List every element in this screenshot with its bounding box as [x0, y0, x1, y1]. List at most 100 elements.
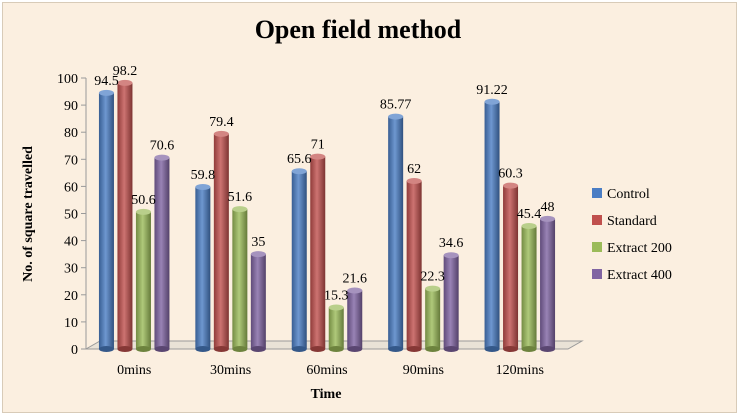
bar-top [406, 177, 422, 184]
bar-top [540, 215, 556, 222]
bar-top [503, 182, 519, 189]
data-label: 91.22 [476, 83, 508, 98]
bar-base [195, 346, 211, 352]
bar-top [135, 208, 151, 215]
bar-body [291, 171, 307, 349]
y-tick-label: 40 [64, 235, 78, 250]
bar-base [540, 346, 556, 352]
legend-label: Control [607, 187, 650, 202]
y-tick-label: 60 [64, 180, 78, 195]
bar-body [98, 92, 114, 349]
bar-base [347, 346, 363, 352]
x-tick-label: 90mins [403, 363, 444, 378]
data-label: 65.6 [287, 152, 312, 167]
data-label: 59.8 [191, 168, 216, 183]
bar-extract-400-30mins [250, 251, 266, 352]
bar-base [154, 346, 170, 352]
bar-extract-400-60mins [347, 287, 363, 352]
bar-standard-60mins [310, 153, 326, 352]
data-label: 48 [541, 200, 555, 215]
x-axis-label: Time [311, 387, 342, 402]
bar-base [425, 346, 441, 352]
x-tick-label: 60mins [306, 363, 347, 378]
bar-base [388, 346, 404, 352]
bar-body [135, 211, 151, 349]
legend-swatch [592, 215, 602, 225]
bar-body [347, 290, 363, 349]
bar-top [98, 89, 114, 96]
bar-body [406, 180, 422, 349]
legend-item-standard: Standard [592, 214, 657, 229]
bar-base [98, 346, 114, 352]
bar-top [291, 168, 307, 175]
data-label: 94.5 [94, 74, 119, 89]
bar-body [154, 157, 170, 349]
bar-top [232, 206, 248, 213]
bar-control-0mins [98, 89, 114, 352]
bar-body [117, 82, 133, 350]
bar-base [484, 346, 500, 352]
bar-standard-120mins [503, 182, 519, 352]
bar-control-60mins [291, 168, 307, 352]
y-axis-label: No. of square travelled [21, 146, 36, 282]
y-tick-label: 100 [57, 72, 78, 87]
y-tick-label: 80 [64, 126, 78, 141]
data-label: 60.3 [498, 167, 523, 182]
bars-layer [98, 79, 556, 352]
legend-item-extract-400: Extract 400 [592, 268, 672, 283]
bar-body [425, 288, 441, 349]
y-tick-label: 70 [64, 153, 78, 168]
bar-top [250, 251, 266, 258]
data-label: 34.6 [439, 236, 464, 251]
y-tick-label: 30 [64, 262, 78, 277]
bar-top [443, 252, 459, 259]
data-label: 22.3 [420, 270, 445, 285]
bar-extract-400-0mins [154, 154, 170, 352]
bar-top [328, 304, 344, 311]
bar-extract-200-120mins [521, 222, 537, 352]
bar-top [117, 79, 133, 86]
data-labels-layer: 94.598.2 50.6 70.6 59.8 79.4 51.6 35 65.671 15.3… [94, 64, 554, 304]
legend-item-extract-200: Extract 200 [592, 241, 672, 256]
bar-control-120mins [484, 98, 500, 352]
bar-standard-90mins [406, 177, 422, 352]
data-label: 98.2 [113, 64, 138, 79]
bar-base [521, 346, 537, 352]
data-label: 79.4 [209, 115, 234, 130]
bar-extract-200-60mins [328, 304, 344, 352]
legend-label: Extract 400 [607, 268, 672, 283]
bar-control-90mins [388, 113, 404, 352]
data-label: 85.77 [380, 98, 412, 113]
bar-body [443, 255, 459, 349]
bar-extract-200-30mins [232, 206, 248, 352]
bar-body [388, 116, 404, 350]
bar-top [484, 98, 500, 105]
bar-body [540, 218, 556, 349]
bar-top [347, 287, 363, 294]
data-label: 15.3 [324, 289, 349, 304]
y-tick-label: 50 [64, 208, 78, 223]
x-tick-label: 0mins [117, 363, 151, 378]
bar-base [291, 346, 307, 352]
bar-base [406, 346, 422, 352]
data-label: 71 [311, 138, 325, 153]
bar-top [388, 113, 404, 120]
x-tick-label: 30mins [210, 363, 251, 378]
data-label: 45.4 [517, 207, 542, 222]
x-tick-label: 120mins [496, 363, 544, 378]
y-tick-label: 20 [64, 289, 78, 304]
bar-base [443, 346, 459, 352]
data-label: 51.6 [228, 190, 253, 205]
bar-top [154, 154, 170, 161]
legend-swatch [592, 242, 602, 252]
y-tick-label: 0 [71, 343, 78, 358]
legend-swatch [592, 269, 602, 279]
data-label: 35 [251, 235, 265, 250]
bar-top [195, 183, 211, 190]
bar-base [232, 346, 248, 352]
bar-top [425, 285, 441, 292]
bar-body [213, 133, 229, 349]
bar-top [310, 153, 326, 160]
bar-top [521, 222, 537, 229]
bar-extract-200-0mins [135, 208, 151, 352]
